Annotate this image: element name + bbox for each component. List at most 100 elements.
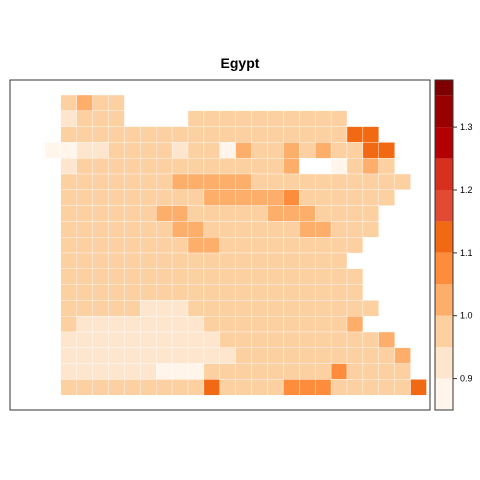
map-cell (315, 237, 332, 254)
map-cell (60, 221, 77, 238)
map-cell (251, 268, 268, 285)
map-cell (60, 126, 77, 143)
map-cell (108, 205, 125, 222)
map-cell (299, 110, 316, 127)
map-cell (108, 316, 125, 333)
map-cell (283, 316, 300, 333)
map-cell (283, 205, 300, 222)
map-cell (251, 363, 268, 380)
map-cell (203, 237, 220, 254)
map-cell (76, 158, 93, 175)
map-cell (60, 284, 77, 301)
map-cell (267, 126, 284, 143)
map-cell (76, 347, 93, 364)
map-cell (315, 173, 332, 190)
map-cell (60, 268, 77, 285)
map-cell (315, 316, 332, 333)
map-cell (362, 158, 379, 175)
map-cell (330, 110, 348, 127)
map-cell (315, 189, 332, 206)
map-cell (140, 331, 157, 348)
colorbar-bin (435, 378, 453, 410)
map-cell (60, 252, 77, 269)
map-cell (330, 205, 348, 222)
map-cell (76, 268, 93, 285)
map-cell (315, 205, 332, 222)
map-cell (251, 347, 268, 364)
map-cell (108, 363, 125, 380)
map-cell (362, 221, 379, 238)
colorbar-bin (435, 127, 453, 159)
map-cell (187, 300, 205, 317)
map-cell (267, 331, 284, 348)
colorbar-bin (435, 252, 453, 285)
map-cell (108, 142, 125, 159)
map-cell (171, 142, 189, 159)
map-cell (156, 379, 173, 396)
map-cell (76, 237, 93, 254)
map-cell (76, 221, 93, 238)
map-cell (108, 252, 125, 269)
map-cell (235, 300, 252, 317)
map-cell (171, 189, 189, 206)
map-cell (124, 268, 141, 285)
map-cell (76, 173, 93, 190)
map-cell (92, 173, 109, 190)
map-cell (394, 347, 411, 364)
map-cell (315, 221, 332, 238)
map-cell (108, 221, 125, 238)
map-cell (171, 252, 189, 269)
map-cell (124, 331, 141, 348)
map-cell (92, 94, 109, 111)
map-cell (267, 158, 284, 175)
map-cell (203, 221, 220, 238)
map-cell (330, 237, 348, 254)
map-cell (76, 189, 93, 206)
map-cell (60, 331, 77, 348)
map-cell (219, 268, 236, 285)
colorbar-tick-label: 1.0 (460, 311, 473, 321)
map-cell (283, 158, 300, 175)
map-cell (394, 363, 411, 380)
colorbar-tick-label: 1.3 (460, 122, 473, 132)
map-cell (92, 379, 109, 396)
map-cell (378, 142, 395, 159)
map-cell (299, 316, 316, 333)
map-cell (219, 158, 236, 175)
map-cell (315, 142, 332, 159)
map-cell (299, 300, 316, 317)
map-cell (219, 173, 236, 190)
map-cell (140, 300, 157, 317)
map-cell (76, 94, 93, 111)
map-cell (124, 158, 141, 175)
map-cell (315, 379, 332, 396)
map-cell (330, 268, 348, 285)
map-cell (187, 252, 205, 269)
map-cell (219, 205, 236, 222)
map-cell (330, 189, 348, 206)
map-cell (283, 347, 300, 364)
map-cell (378, 331, 395, 348)
map-cell (92, 126, 109, 143)
map-cell (187, 221, 205, 238)
map-cell (171, 126, 189, 143)
map-cell (235, 205, 252, 222)
map-cell (187, 331, 205, 348)
map-cell (315, 347, 332, 364)
map-cell (76, 252, 93, 269)
map-cell (315, 268, 332, 285)
map-cell (140, 189, 157, 206)
map-cell (92, 237, 109, 254)
map-cell (251, 237, 268, 254)
map-cell (156, 158, 173, 175)
map-cell (140, 284, 157, 301)
map-cell (362, 300, 379, 317)
map-cell (283, 142, 300, 159)
map-cell (346, 316, 364, 333)
map-cell (108, 347, 125, 364)
map-cell (124, 252, 141, 269)
map-cell (251, 221, 268, 238)
map-cell (140, 205, 157, 222)
map-cell (219, 347, 236, 364)
map-cell (330, 221, 348, 238)
